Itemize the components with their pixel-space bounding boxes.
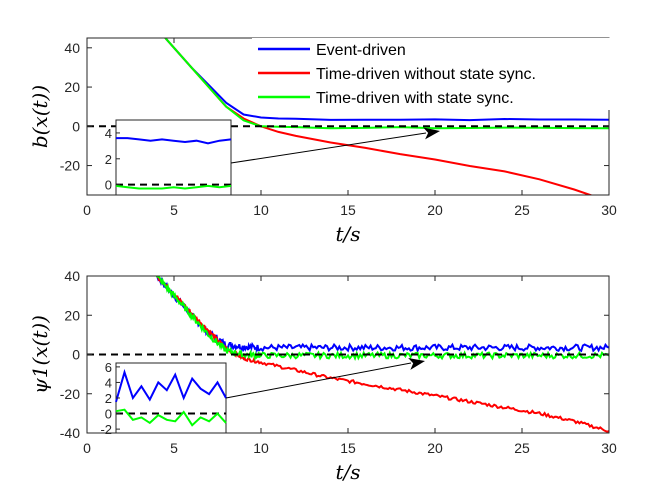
- x-tick-label: 20: [427, 202, 443, 218]
- zoom-arrow-head: [423, 127, 440, 140]
- x-tick-label: 0: [83, 202, 91, 218]
- inset-y-tick-label: 0: [105, 407, 112, 422]
- inset-y-tick-label: 6: [105, 360, 112, 375]
- y-tick-label: 20: [64, 79, 80, 95]
- x-axis-label: t/s: [335, 460, 360, 484]
- x-tick-label: 20: [427, 440, 443, 456]
- series-line-3: [155, 276, 609, 362]
- y-tick-label: -20: [60, 158, 80, 174]
- series-line-1: [164, 38, 609, 122]
- legend-label: Time-driven with state sync.: [316, 90, 514, 107]
- series-group: [87, 276, 609, 433]
- inset-y-tick-label: 2: [105, 391, 112, 406]
- inset-time-driven-sync-line: [115, 408, 227, 427]
- zoom-inset: 0 2 4: [105, 119, 232, 196]
- x-tick-label: 5: [170, 440, 178, 456]
- inset-time-driven-sync-line: [115, 184, 232, 190]
- zoom-arrow-line: [230, 132, 427, 164]
- zoom-arrow-line: [225, 362, 412, 399]
- y-tick-label: -20: [60, 386, 80, 402]
- zoom-arrow-head: [408, 358, 425, 370]
- y-tick-label: 40: [64, 40, 80, 56]
- x-tick-label: 5: [170, 202, 178, 218]
- inset-event-driven-line: [115, 368, 227, 403]
- y-tick-label: 0: [72, 118, 80, 134]
- x-tick-label: 0: [83, 440, 91, 456]
- legend-label: Event-driven: [316, 42, 406, 59]
- top-panel: 0 5 10 15 20 25 30 -20 0 20 40 t/s b(x(t)) 0 2 4 Event-d…: [28, 37, 617, 246]
- inset-event-driven-line: [116, 137, 232, 145]
- inset-y-tick-label: 0: [105, 178, 112, 193]
- y-tick-label: 20: [64, 307, 80, 323]
- x-tick-label: 25: [514, 202, 530, 218]
- x-tick-label: 30: [601, 440, 617, 456]
- inset-y-tick-label: -2: [100, 422, 112, 437]
- x-axis-label: t/s: [335, 222, 360, 246]
- x-tick-label: 25: [514, 440, 530, 456]
- x-tick-label: 10: [253, 440, 269, 456]
- inset-y-tick-label: 2: [105, 152, 112, 167]
- x-tick-label: 30: [601, 202, 617, 218]
- y-tick-label: 0: [72, 347, 80, 363]
- y-tick-label: -40: [60, 425, 80, 441]
- series-line-1: [156, 276, 609, 354]
- y-axis-label: b(x(t)): [28, 85, 52, 148]
- inset-frame: [115, 119, 232, 196]
- y-axis-label: ψ1(x(t)): [28, 315, 52, 394]
- x-tick-label: 15: [340, 440, 356, 456]
- y-tick-label: 40: [64, 268, 80, 284]
- x-tick-label: 10: [253, 202, 269, 218]
- series-line-3: [164, 38, 609, 130]
- legend-box: [252, 38, 614, 110]
- inset-y-tick-label: 4: [105, 375, 112, 390]
- x-tick-label: 15: [340, 202, 356, 218]
- legend: Event-driven Time-driven without state sy…: [252, 38, 614, 110]
- inset-y-tick-label: 4: [105, 126, 112, 141]
- legend-label: Time-driven without state sync.: [316, 66, 536, 83]
